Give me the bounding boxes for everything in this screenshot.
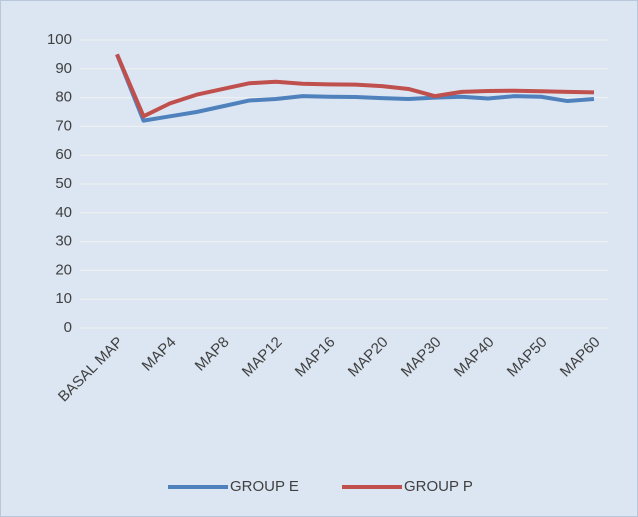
legend-label: GROUP E: [230, 478, 299, 495]
legend-label: GROUP P: [404, 478, 473, 495]
y-tick-label: 70: [55, 117, 72, 134]
y-tick-label: 100: [47, 31, 72, 48]
series-line: [115, 53, 595, 123]
y-tick-label: 40: [55, 204, 72, 221]
y-tick-label: 20: [55, 261, 72, 278]
y-tick-label: 90: [55, 60, 72, 77]
y-tick-label: 30: [55, 233, 72, 250]
series-line: [115, 53, 595, 119]
y-tick-label: 50: [55, 175, 72, 192]
y-tick-label: 60: [55, 146, 72, 163]
y-tick-label: 10: [55, 290, 72, 307]
y-tick-label: 80: [55, 89, 72, 106]
y-tick-label: 0: [64, 319, 72, 336]
